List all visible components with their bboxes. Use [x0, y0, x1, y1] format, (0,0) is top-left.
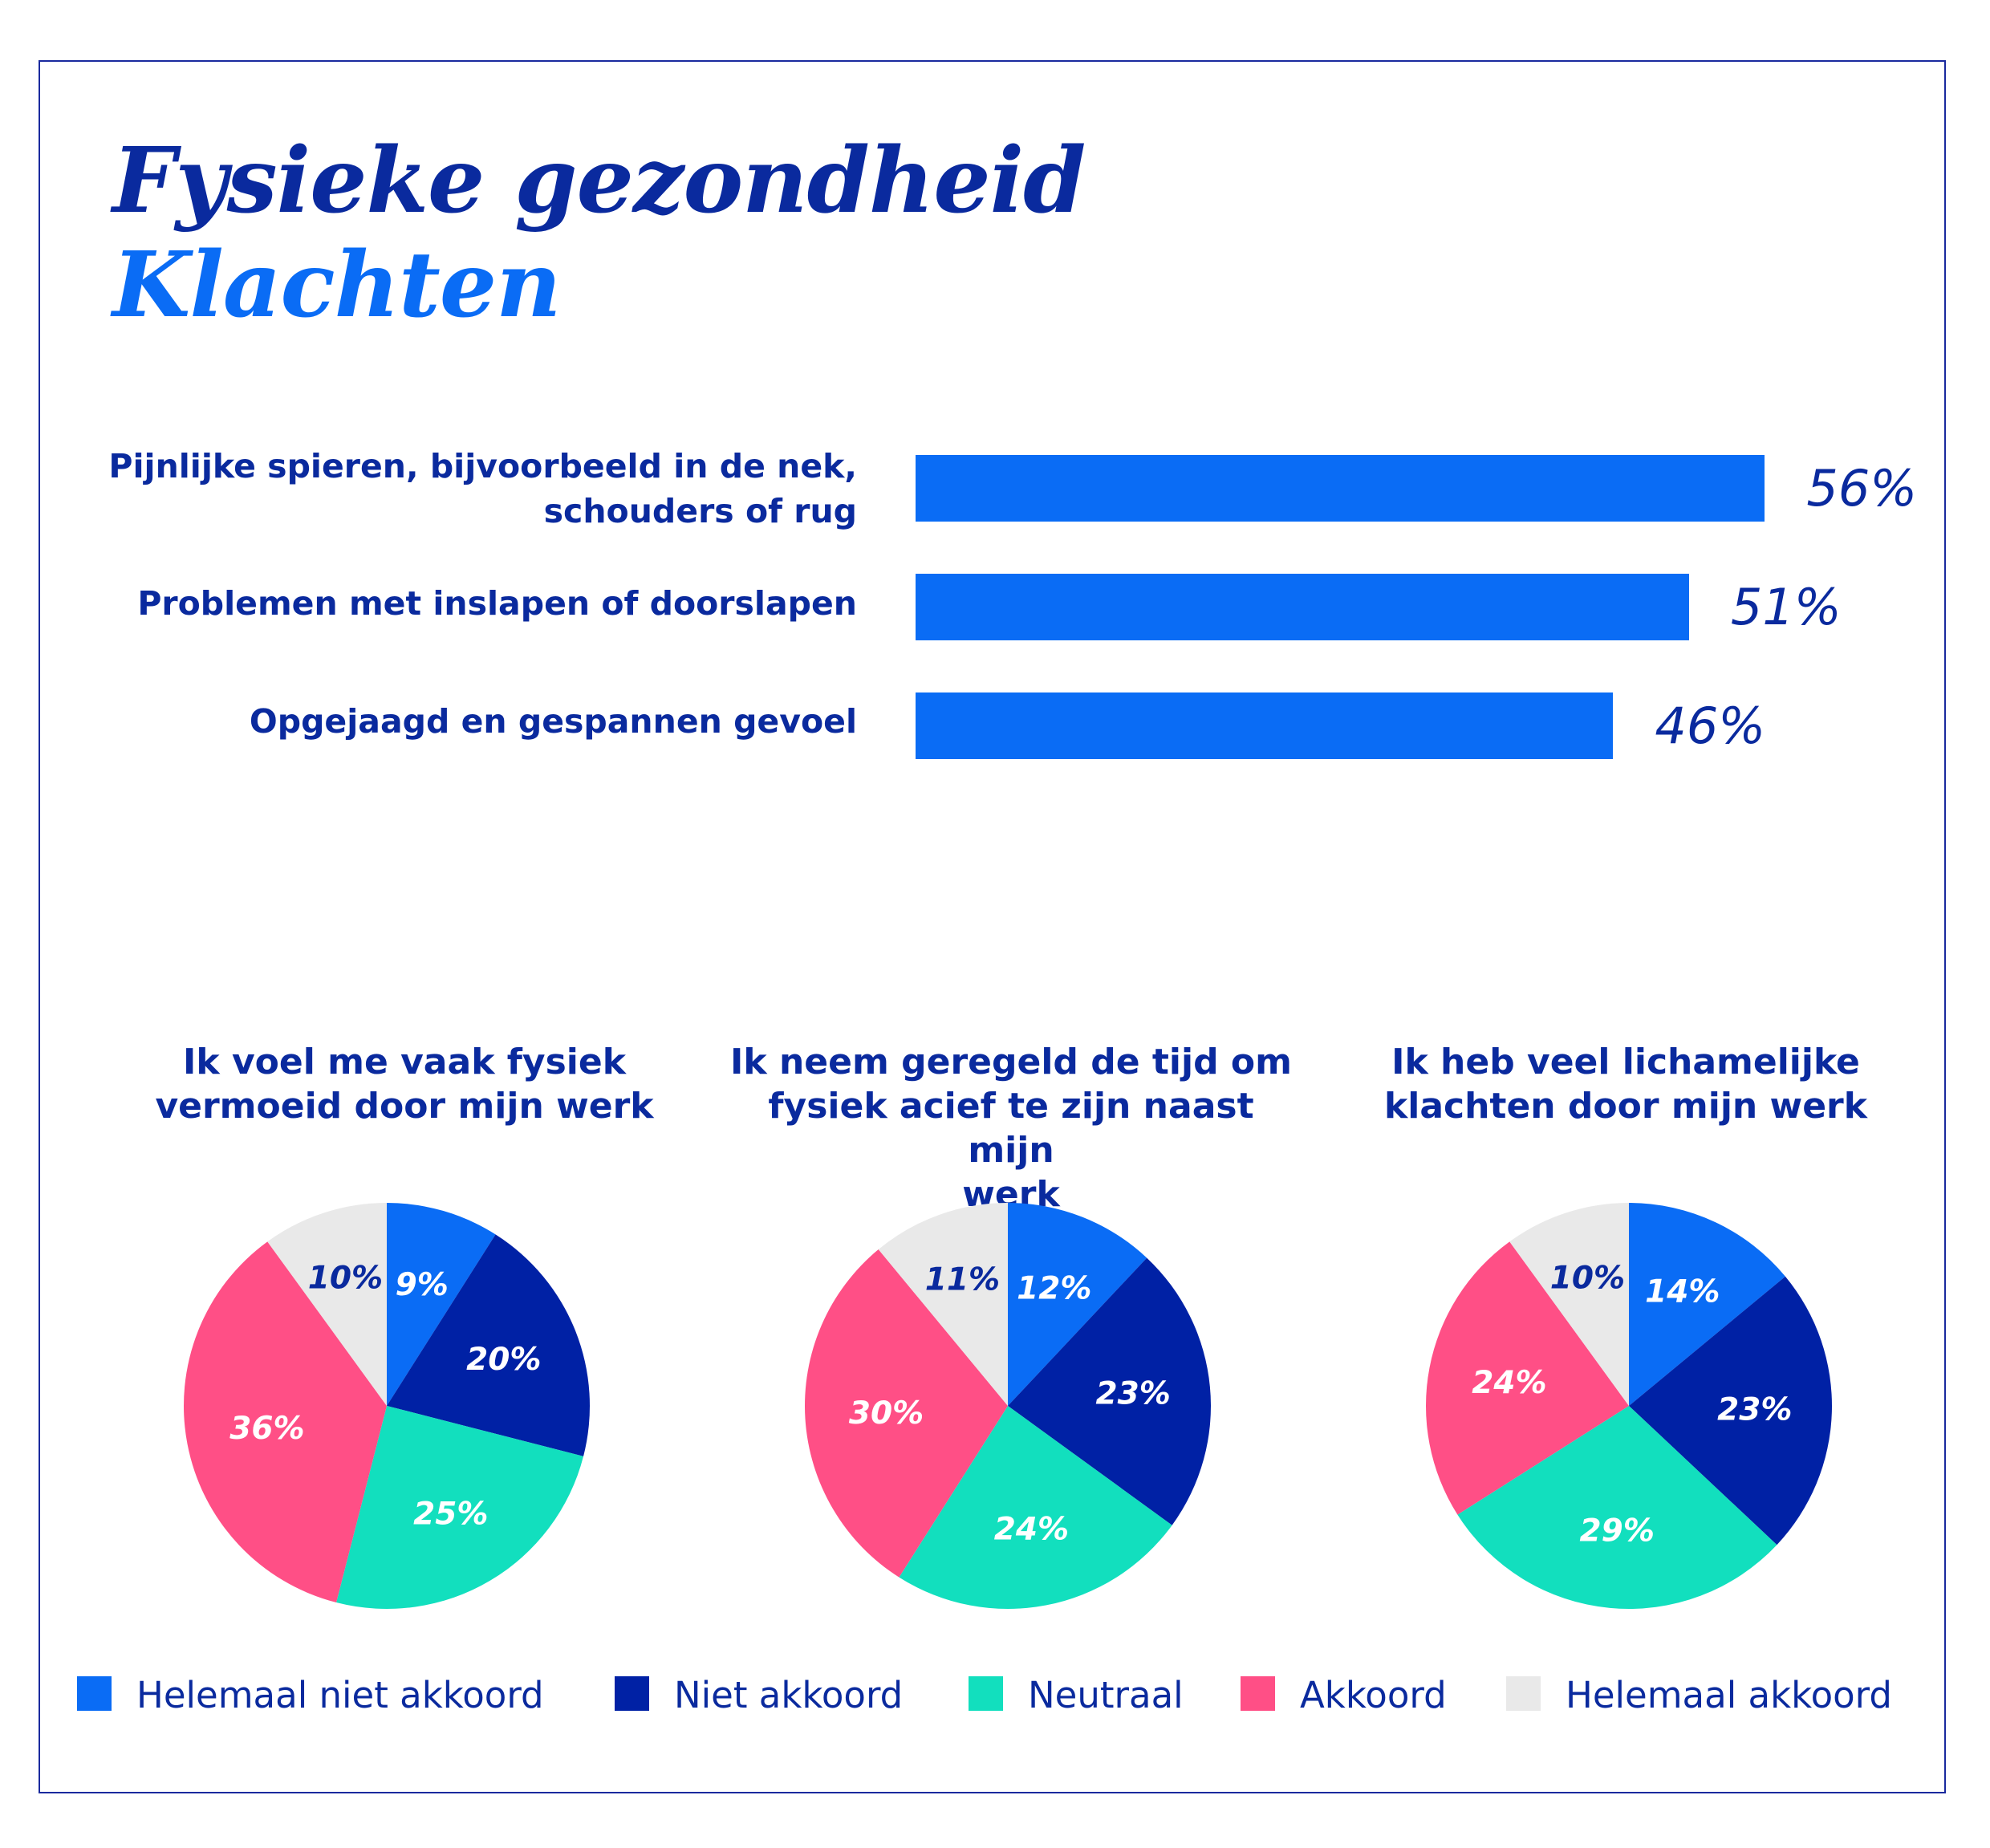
- pie-2-slice-helemaal-akkoord: [878, 1203, 1008, 1406]
- legend-swatch-akkoord: [1241, 1676, 1275, 1711]
- pie-2-title-line-1: Ik neem geregeld de tijd om: [730, 1042, 1292, 1082]
- pie-1: 9% 20% 25% 36% 10%: [184, 1203, 590, 1609]
- pie-3-slice-niet-akkoord: [1629, 1276, 1832, 1545]
- bar-label-1: Problemen met inslapen of doorslapen: [55, 581, 857, 626]
- infographic-frame: [39, 60, 1946, 1793]
- pie-2-label-niet-akkoord: 23%: [1095, 1376, 1170, 1412]
- pie-2-label-helemaal-niet-akkoord: 12%: [1017, 1271, 1091, 1307]
- pie-3-label-helemaal-akkoord: 10%: [1550, 1261, 1625, 1297]
- pie-1-slice-niet-akkoord: [387, 1234, 590, 1456]
- legend-label-helemaal-niet-akkoord: Helemaal niet akkoord: [136, 1674, 544, 1716]
- legend-label-neutraal: Neutraal: [1028, 1674, 1184, 1716]
- pie-1-title-line-2: vermoeid door mijn werk: [155, 1086, 654, 1127]
- legend-label-akkoord: Akkoord: [1300, 1674, 1447, 1716]
- pie-2-title: Ik neem geregeld de tijd om fysiek acief…: [722, 1040, 1300, 1216]
- page-title: Fysieke gezondheid: [112, 128, 1086, 234]
- bar-2: [916, 692, 1614, 759]
- page-subtitle: Klachten: [112, 233, 562, 338]
- pie-1-slice-helemaal-akkoord: [267, 1203, 387, 1406]
- bar-value-2: 46%: [1655, 697, 1766, 755]
- bar-label-0-line-1: Pijnlijke spieren, bijvoorbeeld in de ne…: [108, 447, 857, 485]
- bar-1: [916, 574, 1689, 640]
- pie-2-label-helemaal-akkoord: 11%: [925, 1261, 1000, 1298]
- pie-1-slice-helemaal-niet-akkoord: [387, 1203, 496, 1406]
- legend-swatch-niet-akkoord: [615, 1676, 649, 1711]
- pie-2-slice-helemaal-niet-akkoord: [1008, 1203, 1147, 1406]
- bar-label-2-line-1: Opgejaagd en gespannen gevoel: [249, 702, 857, 741]
- pie-2: 12% 23% 24% 30% 11%: [805, 1203, 1211, 1610]
- pie-3-slice-neutraal: [1457, 1406, 1777, 1609]
- pie-3-title: Ik heb veel lichamelijke klachten door m…: [1337, 1040, 1915, 1128]
- pie-3: 14% 23% 29% 24% 10%: [1426, 1203, 1832, 1609]
- legend-swatch-neutraal: [969, 1676, 1003, 1711]
- bar-label-1-line-1: Problemen met inslapen of doorslapen: [137, 584, 857, 623]
- pie-1-slice-neutraal: [336, 1406, 584, 1609]
- pie-1-label-niet-akkoord: 20%: [466, 1342, 541, 1378]
- bar-0: [916, 455, 1765, 522]
- legend-label-helemaal-akkoord: Helemaal akkoord: [1566, 1674, 1892, 1716]
- pie-2-slice-neutraal: [899, 1406, 1172, 1610]
- pie-1-slice-akkoord: [184, 1241, 387, 1603]
- bar-label-2: Opgejaagd en gespannen gevoel: [55, 699, 857, 744]
- pie-1-label-neutraal: 25%: [413, 1497, 488, 1533]
- pie-2-slice-akkoord: [805, 1249, 1008, 1578]
- pie-3-label-niet-akkoord: 23%: [1717, 1391, 1792, 1428]
- pie-3-label-akkoord: 24%: [1472, 1365, 1546, 1401]
- pie-1-label-helemaal-akkoord: 10%: [308, 1261, 383, 1297]
- pie-3-label-helemaal-niet-akkoord: 14%: [1645, 1274, 1720, 1310]
- pie-1-label-helemaal-niet-akkoord: 9%: [396, 1267, 449, 1303]
- pie-3-label-neutraal: 29%: [1580, 1513, 1655, 1549]
- pie-1-title-line-1: Ik voel me vaak fysiek: [183, 1042, 626, 1082]
- pie-3-slice-helemaal-akkoord: [1509, 1203, 1629, 1406]
- pie-2-title-line-2: fysiek acief te zijn naast mijn: [768, 1086, 1254, 1171]
- bar-label-0-line-2: schouders of rug: [543, 492, 857, 530]
- legend-swatch-helemaal-akkoord: [1506, 1676, 1541, 1711]
- bar-value-1: 51%: [1730, 578, 1842, 636]
- pie-3-slice-akkoord: [1426, 1241, 1629, 1515]
- pie-2-label-akkoord: 30%: [849, 1395, 924, 1432]
- bar-value-0: 56%: [1806, 459, 1918, 518]
- pie-1-label-akkoord: 36%: [229, 1411, 304, 1447]
- legend-swatch-helemaal-niet-akkoord: [77, 1676, 112, 1711]
- legend-label-niet-akkoord: Niet akkoord: [674, 1674, 904, 1716]
- pie-3-slice-helemaal-niet-akkoord: [1629, 1203, 1785, 1406]
- pie-1-title: Ik voel me vaak fysiek vermoeid door mij…: [116, 1040, 693, 1128]
- bar-label-0: Pijnlijke spieren, bijvoorbeeld in de ne…: [55, 444, 857, 534]
- pie-3-title-line-1: Ik heb veel lichamelijke: [1391, 1042, 1860, 1082]
- pie-3-title-line-2: klachten door mijn werk: [1383, 1086, 1868, 1127]
- pie-2-label-neutraal: 24%: [994, 1512, 1069, 1548]
- pie-2-slice-niet-akkoord: [1008, 1257, 1211, 1525]
